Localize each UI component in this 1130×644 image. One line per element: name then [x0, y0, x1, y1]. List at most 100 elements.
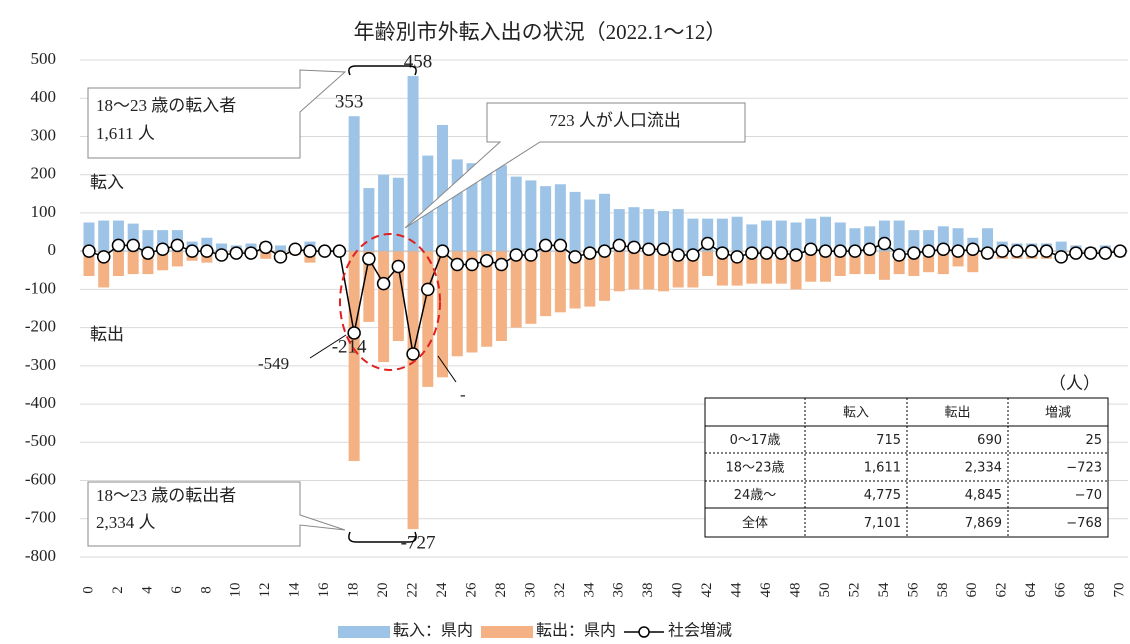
x-tick-label: 52	[846, 583, 862, 598]
bar	[363, 188, 375, 252]
table-cell: 4,775	[864, 488, 901, 503]
x-tick-label: 8	[198, 586, 214, 594]
bar	[761, 251, 773, 284]
bar	[628, 207, 640, 252]
bar	[554, 184, 566, 252]
bar	[142, 230, 154, 252]
bar	[112, 220, 124, 252]
x-tick-label: 10	[228, 583, 244, 598]
table-cell: 転入	[843, 406, 869, 421]
marker	[170, 238, 185, 253]
x-tick-label: 54	[876, 582, 892, 598]
bar	[584, 251, 596, 307]
marker	[745, 246, 759, 260]
table-cell: 7,869	[965, 516, 1002, 531]
table-cell: −70	[1075, 488, 1102, 503]
bar	[864, 226, 876, 252]
y-tick-label: 400	[31, 87, 57, 106]
bar	[820, 216, 831, 252]
bar	[923, 230, 935, 252]
x-tick-label: 30	[522, 583, 538, 598]
x-tick-label: 44	[729, 582, 745, 598]
x-tick-label: 70	[1112, 583, 1128, 598]
marker	[804, 242, 818, 256]
legend-swatch	[338, 626, 390, 638]
data-label: -214	[332, 336, 367, 357]
x-tick-label: 62	[994, 583, 1010, 598]
table-cell: 25	[1085, 433, 1102, 448]
marker	[214, 248, 229, 262]
annotation: 18〜23 歳の転入者	[96, 96, 236, 115]
legend: 転入：県内 転出：県内 社会増減	[338, 622, 732, 640]
table-cell: 24歳〜	[734, 488, 777, 503]
bar	[672, 251, 684, 288]
marker	[568, 250, 582, 264]
bar	[392, 251, 404, 341]
marker	[465, 257, 479, 272]
bar	[982, 228, 994, 252]
marker	[627, 240, 641, 255]
bar	[437, 124, 449, 252]
bar	[702, 218, 714, 252]
legend-swatch	[481, 626, 534, 638]
bar	[790, 222, 802, 252]
marker	[376, 276, 391, 291]
bar	[569, 191, 581, 252]
x-tick-label: 6	[169, 586, 185, 594]
marker	[391, 259, 406, 274]
table-cell: 増減	[1045, 405, 1071, 421]
bar	[98, 220, 110, 252]
marker	[789, 248, 803, 262]
bar	[525, 251, 537, 324]
bar	[599, 193, 611, 252]
bar	[451, 159, 463, 252]
bar	[672, 209, 684, 252]
bar	[775, 251, 787, 284]
y-tick-label: -200	[25, 317, 56, 336]
bar	[878, 251, 890, 280]
bar	[348, 116, 360, 252]
x-tick-label: 12	[257, 583, 273, 598]
x-tick-label: 42	[699, 583, 715, 598]
summary-table: （人） 転入 転出 増減 0〜17歳 715 690 25 18〜23歳 1,611 2,334 −7…	[704, 374, 1109, 538]
annotation: 2,334 人	[96, 513, 156, 532]
table-cell: 715	[876, 433, 901, 448]
legend-swatch	[638, 626, 650, 638]
bar	[83, 222, 95, 252]
highlight-ellipse	[339, 233, 441, 371]
table-cell: −723	[1066, 461, 1102, 476]
marker	[111, 238, 126, 253]
x-tick-label: 22	[404, 583, 420, 598]
marker	[435, 244, 450, 258]
table-cell: −768	[1066, 516, 1102, 531]
annotation: 転入	[90, 173, 124, 192]
annotation: 1,611 人	[96, 124, 155, 143]
bar	[157, 230, 169, 252]
x-tick-label: 38	[640, 583, 656, 598]
bar	[893, 220, 905, 252]
y-tick-label: -700	[25, 508, 56, 527]
bar	[687, 218, 699, 252]
bar	[820, 251, 831, 282]
bar	[83, 251, 95, 277]
marker	[1069, 246, 1083, 260]
bar	[908, 251, 920, 277]
x-tick-label: 26	[463, 582, 479, 598]
bar	[952, 251, 964, 267]
y-tick-label: -800	[25, 546, 56, 565]
bar	[466, 251, 478, 353]
marker	[362, 252, 376, 266]
bar	[761, 220, 773, 252]
bar	[216, 243, 228, 252]
x-tick-label: 2	[110, 586, 126, 594]
bar	[127, 223, 139, 252]
x-tick-label: 36	[611, 582, 627, 598]
bar	[613, 209, 625, 252]
annotation: -	[460, 385, 466, 404]
bracket	[348, 65, 417, 76]
annotation: 転出	[90, 325, 124, 344]
chart-title: 年齢別市外転入出の状況（2022.1〜12）	[354, 20, 727, 44]
x-tick-label: 58	[935, 583, 951, 598]
marker	[597, 244, 612, 258]
callout	[87, 69, 347, 159]
